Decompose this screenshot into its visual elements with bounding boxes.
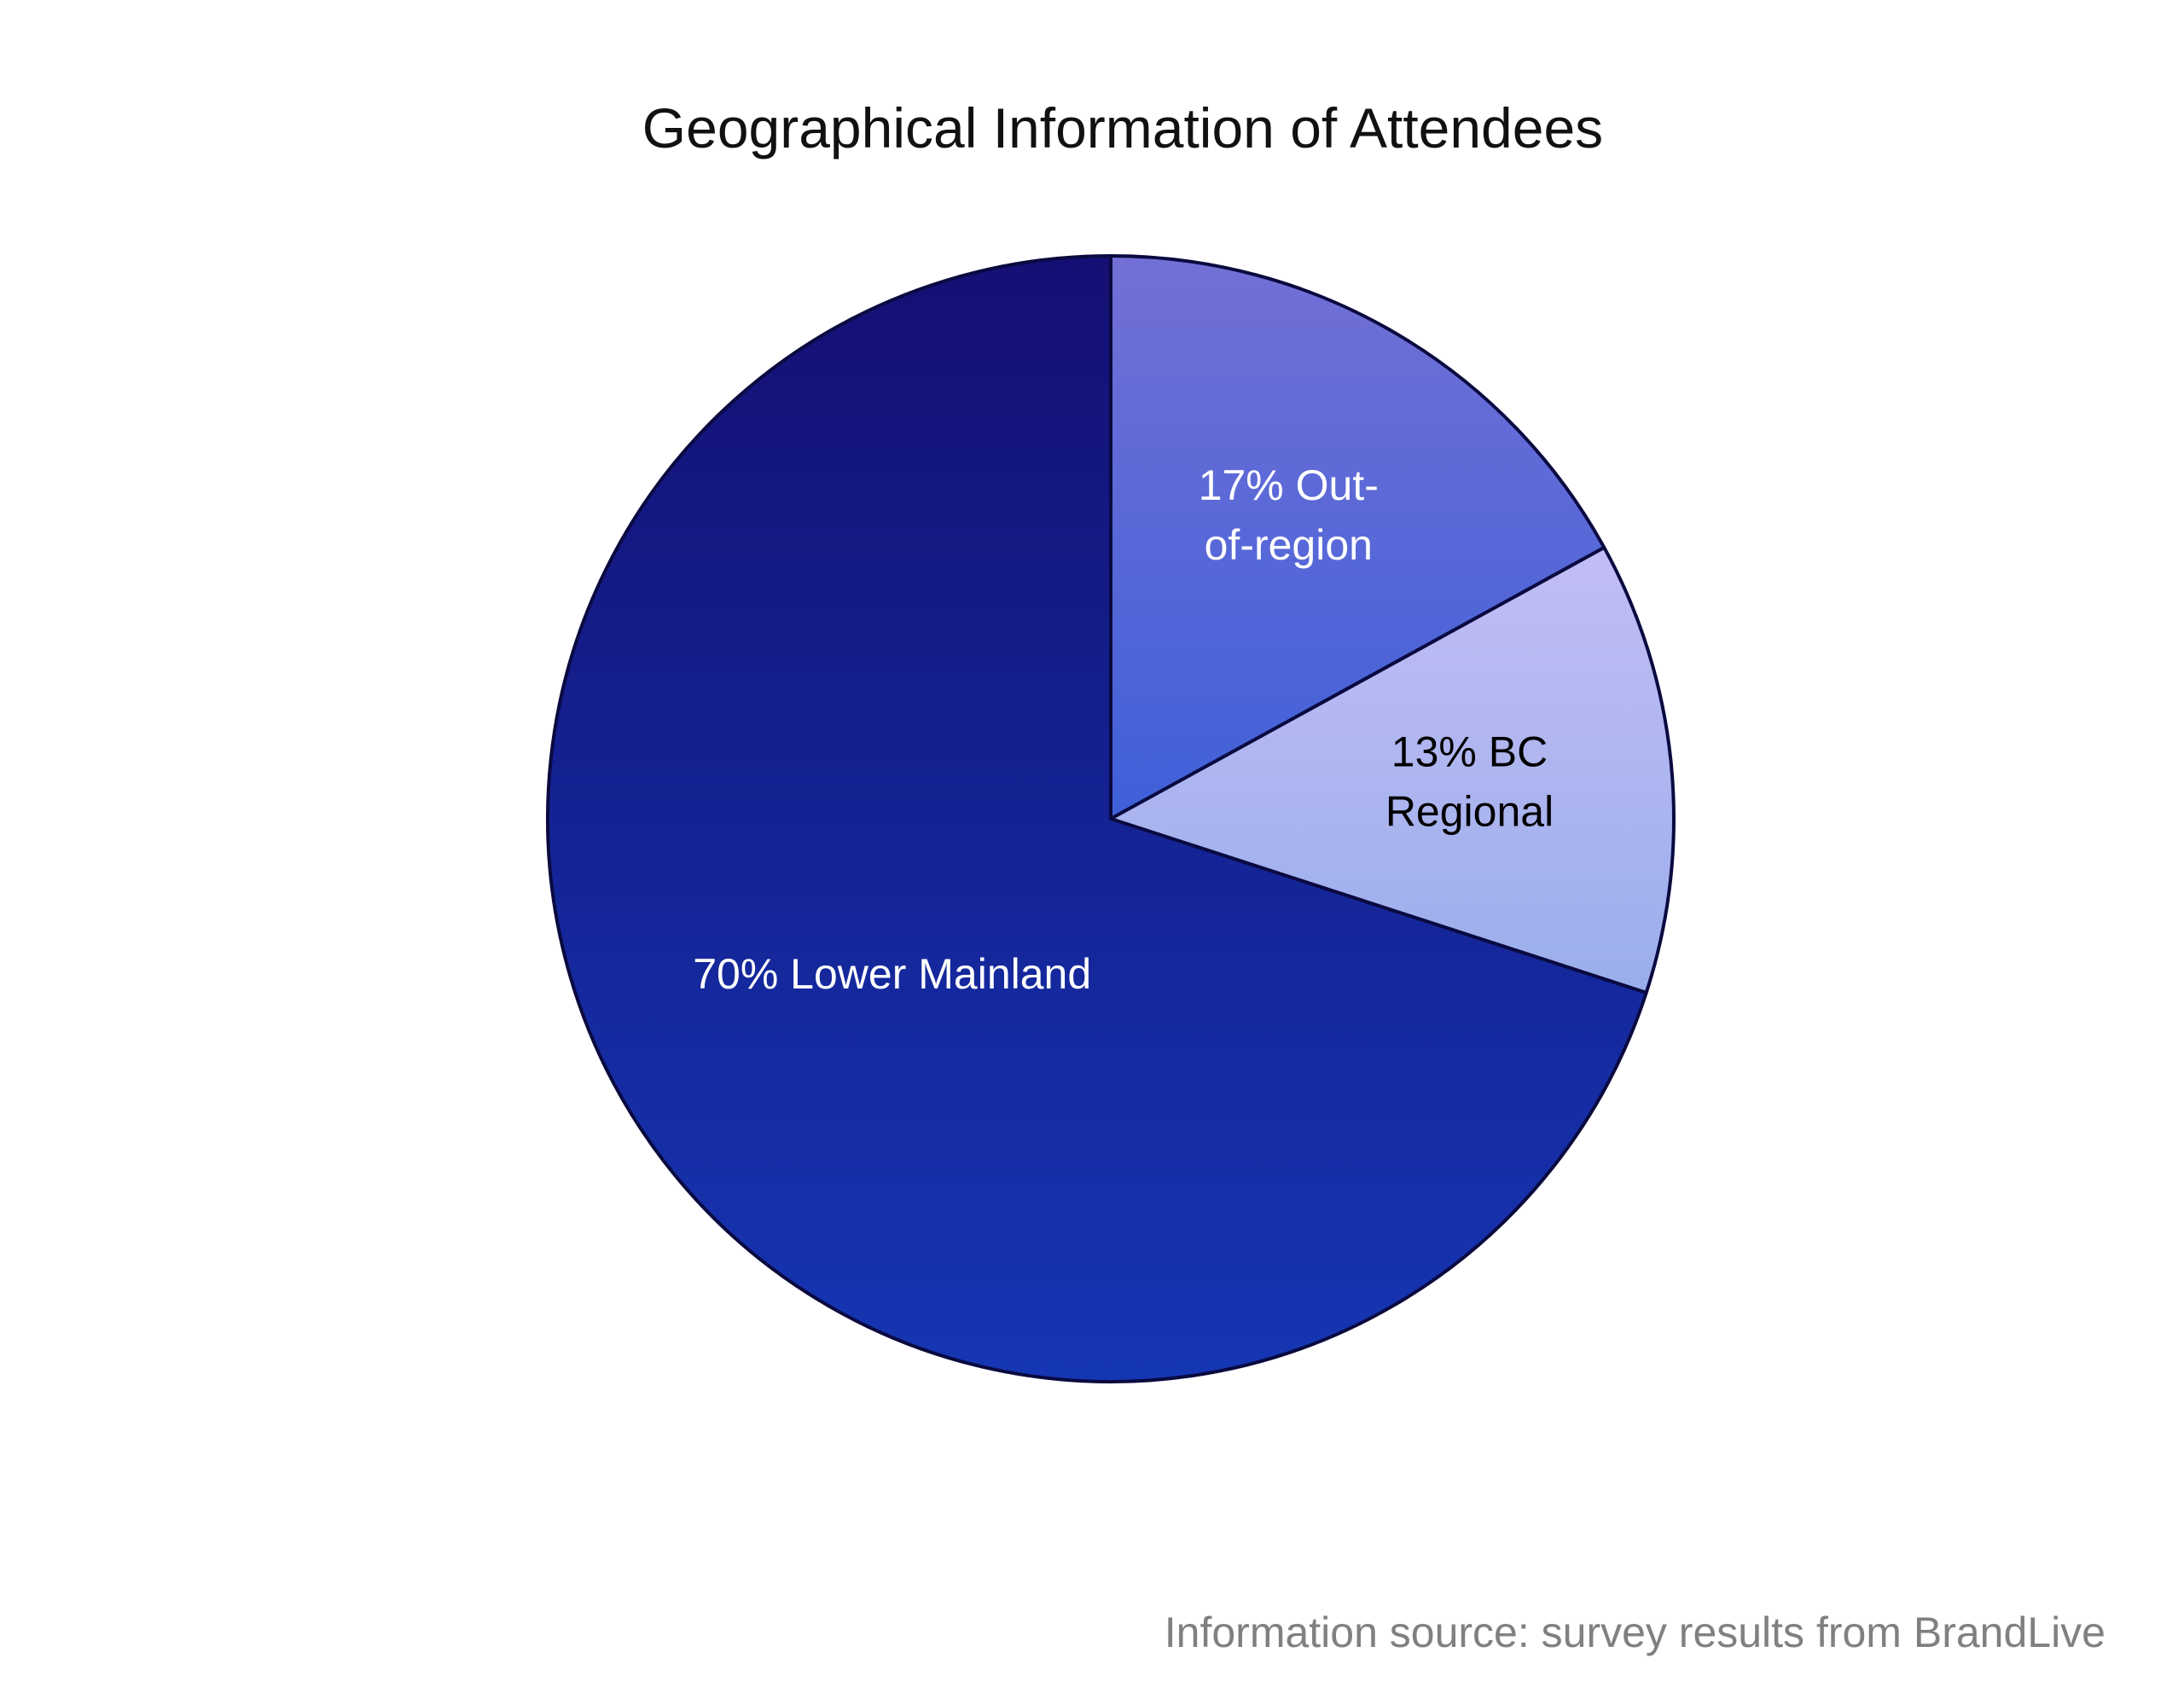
slice-lower-mainland-label: 70% Lower Mainland	[693, 950, 1091, 998]
pie-labels: 17% Out-of-region 13% BC Regional 70% Lower…	[693, 461, 1554, 998]
slice-lower-mainland	[546, 254, 1648, 1383]
slice-out-of-region-label: 17% Out-of-region	[1199, 461, 1379, 569]
slice-bc-regional-label: 13% BC Regional	[1385, 728, 1554, 835]
chart-title: Geographical Information of Attendees	[642, 96, 1604, 159]
pie-slices	[546, 254, 1676, 1383]
source-note: Information source: survey results from …	[1164, 1609, 2106, 1656]
slice-out-of-region	[1109, 254, 1606, 820]
slice-bc-regional	[1109, 546, 1676, 994]
